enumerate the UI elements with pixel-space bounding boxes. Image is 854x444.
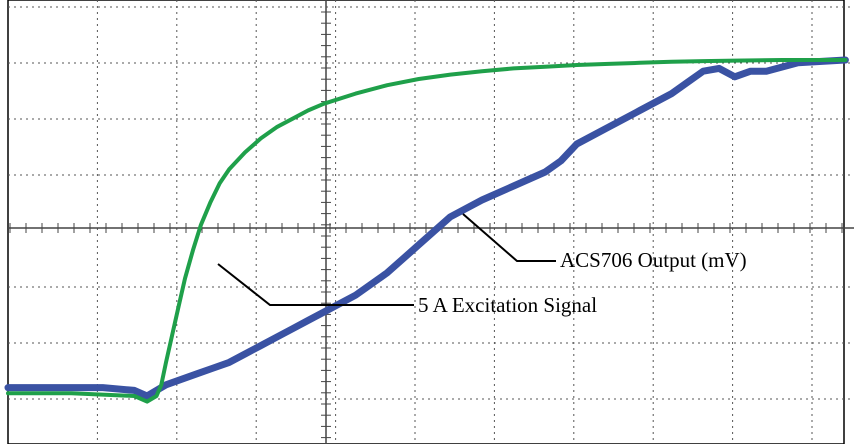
annotation-leader-output: [462, 213, 556, 262]
series-line-excitation-signal: [6, 58, 848, 404]
annotation-label-output: ACS706 Output (mV): [560, 248, 747, 272]
chart-grid: [7, 0, 854, 444]
annotation-leader-excitation: [217, 263, 414, 306]
plot-frame: [7, 0, 845, 444]
chart-annotations: ACS706 Output (mV) 5 A Excitation Signal: [217, 213, 747, 317]
annotation-label-excitation: 5 A Excitation Signal: [418, 293, 597, 317]
chart-series-group: [4, 56, 849, 404]
